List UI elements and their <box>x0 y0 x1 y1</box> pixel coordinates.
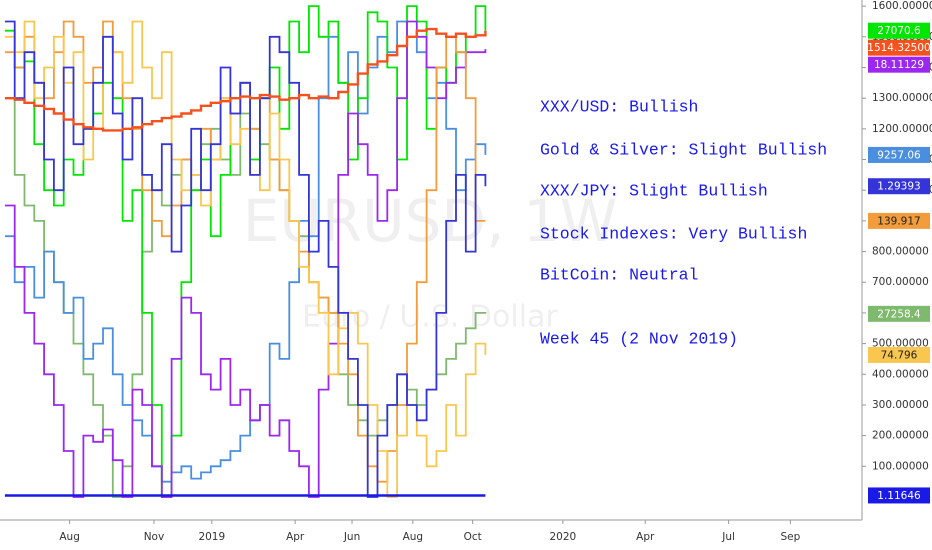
x-tick-label: 2019 <box>198 531 225 543</box>
watermark-description: Euro / U.S. Dollar <box>302 300 558 335</box>
annotation: XXX/USD: Bullish <box>540 97 698 116</box>
price-badge-label: 139.917 <box>877 215 920 227</box>
annotation: BitCoin: Neutral <box>540 265 698 284</box>
y-tick-label: 500.00000 <box>872 338 929 350</box>
price-badge-label: 27070.6 <box>877 25 921 37</box>
y-tick-label: 800.00000 <box>872 246 929 258</box>
price-badge-label: 18.11129 <box>874 59 924 71</box>
series-line <box>4 20 487 498</box>
annotation: Week 45 (2 Nov 2019) <box>540 329 738 348</box>
x-tick-label: Aug <box>59 531 80 543</box>
price-badge <box>868 22 930 39</box>
x-tick-label: Aug <box>403 531 424 543</box>
price-badge <box>868 146 930 163</box>
price-badge-label: 1.29393 <box>877 181 920 193</box>
y-tick-label: 1600.00000 <box>872 0 932 12</box>
x-tick-label: Sep <box>780 531 800 543</box>
x-tick-label: Jun <box>343 531 360 543</box>
annotation: XXX/JPY: Slight Bullish <box>540 181 768 200</box>
x-tick-label: Apr <box>636 531 655 543</box>
annotation: Stock Indexes: Very Bullish <box>540 224 807 243</box>
y-tick-label: 700.00000 <box>872 276 929 288</box>
annotation: Gold & Silver: Slight Bullish <box>540 140 827 159</box>
price-badge-label: 1.11646 <box>877 490 921 502</box>
y-tick-label: 400.00000 <box>872 368 929 380</box>
y-tick-label: 300.00000 <box>872 399 929 411</box>
price-badge-label: 1514.32500 <box>867 42 930 54</box>
price-badge-label: 9257.06 <box>877 149 921 161</box>
x-tick-label: Oct <box>464 531 482 543</box>
price-badge <box>868 178 930 195</box>
price-badge <box>868 56 930 73</box>
price-badge <box>868 212 930 229</box>
price-badge <box>868 487 930 504</box>
x-tick-label: Apr <box>286 531 305 543</box>
series-line <box>4 27 487 132</box>
series-line <box>4 20 487 498</box>
price-badge <box>868 305 930 322</box>
y-tick-label: 200.00000 <box>872 430 929 442</box>
y-tick-label: 1300.00000 <box>872 92 932 104</box>
price-badge <box>868 39 930 56</box>
x-tick-label: Jul <box>721 531 735 543</box>
x-tick-label: Nov <box>144 531 165 543</box>
price-badge <box>868 346 930 363</box>
x-tick-label: 2020 <box>550 531 577 543</box>
y-tick-label: 1200.00000 <box>872 123 932 135</box>
y-tick-label: 100.00000 <box>872 460 929 472</box>
price-badge-label: 74.796 <box>881 349 918 361</box>
price-badge-label: 27258.4 <box>877 308 921 320</box>
